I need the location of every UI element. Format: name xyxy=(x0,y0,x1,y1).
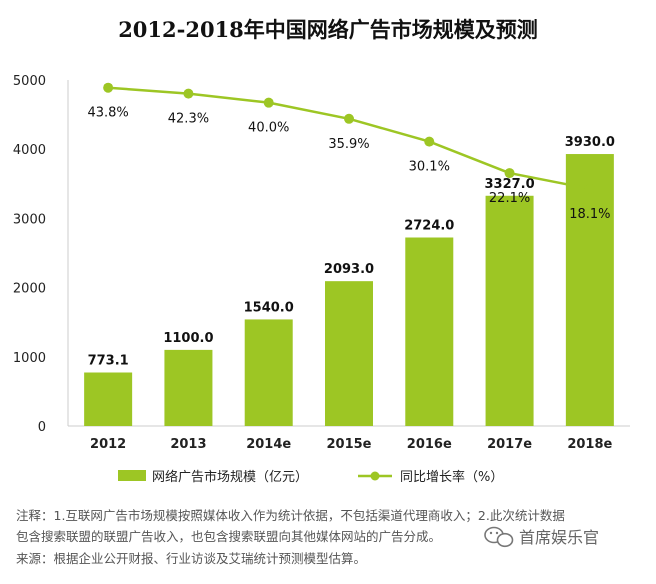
footnote-line-1: 注释：1.互联网广告市场规模按照媒体收入作为统计依据，不包括渠道代理商收入；2.… xyxy=(16,508,565,523)
x-tick-label: 2014e xyxy=(246,437,291,452)
y-tick-label: 2000 xyxy=(13,282,46,297)
y-tick-label: 5000 xyxy=(13,74,46,89)
rate-point xyxy=(103,82,114,93)
rate-value-label: 43.8% xyxy=(87,106,128,121)
bar-value-label: 2724.0 xyxy=(404,218,454,233)
bar xyxy=(485,195,534,426)
x-tick-label: 2018e xyxy=(567,437,612,452)
bar xyxy=(84,372,133,426)
rate-value-label: 18.1% xyxy=(569,207,610,222)
watermark-text: 首席娱乐官 xyxy=(519,528,599,547)
legend-line-marker xyxy=(370,471,380,481)
y-tick-label: 3000 xyxy=(13,212,46,227)
rate-value-label: 40.0% xyxy=(248,121,289,136)
rate-value-labels: 43.8% 42.3% 40.0% 35.9% 30.1% 22.1% 18.1% xyxy=(87,106,610,222)
rate-value-label: 42.3% xyxy=(168,112,209,127)
wechat-icon xyxy=(484,526,514,548)
bar-value-label: 2093.0 xyxy=(324,262,374,277)
watermark: 首席娱乐官 xyxy=(484,526,599,548)
legend-line-label: 同比增长率（%） xyxy=(400,469,503,485)
x-tick-label: 2015e xyxy=(327,437,372,452)
rate-point xyxy=(424,136,435,147)
legend-bar-label: 网络广告市场规模（亿元） xyxy=(152,469,308,485)
bar-value-label: 1540.0 xyxy=(244,300,294,315)
x-tick-label: 2016e xyxy=(407,437,452,452)
bar xyxy=(405,237,454,426)
bar-value-labels: 773.1 1100.0 1540.0 2093.0 2724.0 3327.0 3930.… xyxy=(88,135,615,368)
legend-bar-swatch xyxy=(118,470,146,481)
rate-point xyxy=(344,113,354,124)
footnote-line-2: 包含搜索联盟的联盟广告收入，也包含搜索联盟向其他媒体网站的广告分成。 xyxy=(16,529,441,544)
rate-point xyxy=(263,97,274,108)
x-tick-label: 2013 xyxy=(170,437,206,452)
bar xyxy=(325,281,373,426)
rate-value-label: 35.9% xyxy=(328,137,369,152)
rate-point xyxy=(183,88,194,99)
y-tick-labels: 5000 4000 3000 2000 1000 0 xyxy=(13,74,46,435)
bar-value-label: 1100.0 xyxy=(163,331,213,346)
bar-value-label: 3327.0 xyxy=(484,177,534,192)
rate-value-label: 30.1% xyxy=(409,160,450,175)
rate-point xyxy=(504,168,515,179)
y-tick-label: 1000 xyxy=(13,351,46,366)
x-tick-label: 2012 xyxy=(90,437,126,452)
legend: 网络广告市场规模（亿元） 同比增长率（%） xyxy=(118,469,503,485)
x-tick-labels: 2012 2013 2014e 2015e 2016e 2017e 2018e xyxy=(90,437,612,452)
chart-title: 2012-2018年中国网络广告市场规模及预测 xyxy=(118,17,538,42)
y-tick-label: 4000 xyxy=(13,143,46,158)
bar-value-label: 773.1 xyxy=(88,354,129,369)
bar-value-label: 3930.0 xyxy=(565,135,615,150)
bar xyxy=(164,349,213,426)
rate-point xyxy=(584,183,595,194)
bar-series xyxy=(84,154,614,426)
source-note: 来源：根据企业公开财报、行业访谈及艾瑞统计预测模型估算。 xyxy=(16,551,366,566)
x-tick-label: 2017e xyxy=(487,437,532,452)
rate-value-label: 22.1% xyxy=(489,191,530,206)
bar xyxy=(244,319,293,426)
bar xyxy=(565,154,614,426)
y-tick-label: 0 xyxy=(38,420,46,435)
growth-rate-line xyxy=(103,82,595,194)
